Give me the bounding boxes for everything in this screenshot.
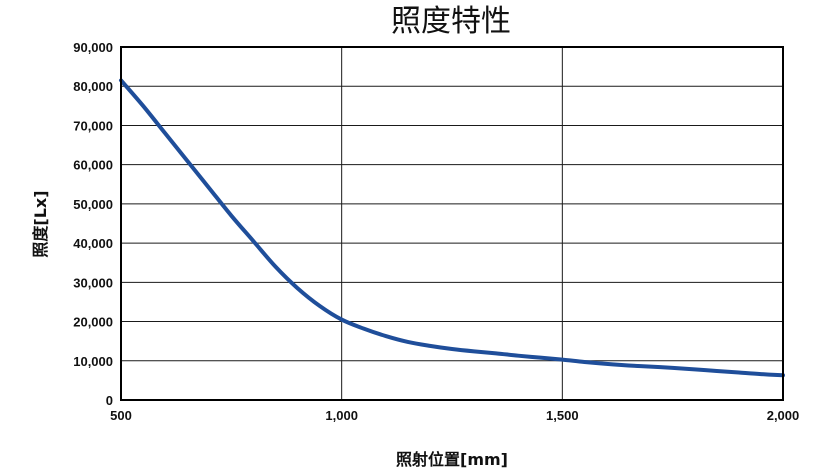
x-tick-label: 2,000 <box>767 408 800 423</box>
y-tick-label: 70,000 <box>73 118 113 133</box>
x-axis-label: 照射位置[mm] <box>396 450 508 469</box>
series-layer <box>119 78 785 378</box>
x-axis-ticks: 500 1,000 1,500 2,000 <box>110 408 799 423</box>
plot-frame <box>120 46 784 401</box>
y-tick-label: 0 <box>106 393 113 408</box>
y-tick-label: 30,000 <box>73 275 113 290</box>
y-axis-label: 照度[Lx] <box>31 190 50 257</box>
y-tick-label: 10,000 <box>73 354 113 369</box>
grid <box>121 47 783 400</box>
y-tick-label: 20,000 <box>73 315 113 330</box>
x-tick-label: 1,000 <box>325 408 358 423</box>
y-tick-label: 90,000 <box>73 40 113 55</box>
series-line-0 <box>119 78 785 378</box>
x-tick-label: 1,500 <box>546 408 579 423</box>
y-tick-label: 50,000 <box>73 197 113 212</box>
y-tick-label: 40,000 <box>73 236 113 251</box>
y-tick-label: 60,000 <box>73 158 113 173</box>
chart-title: 照度特性 <box>391 4 511 39</box>
y-axis-ticks: 0 10,000 20,000 30,000 40,000 50,000 60,000 70,… <box>73 40 113 408</box>
y-tick-label: 80,000 <box>73 79 113 94</box>
x-tick-label: 500 <box>110 408 132 423</box>
